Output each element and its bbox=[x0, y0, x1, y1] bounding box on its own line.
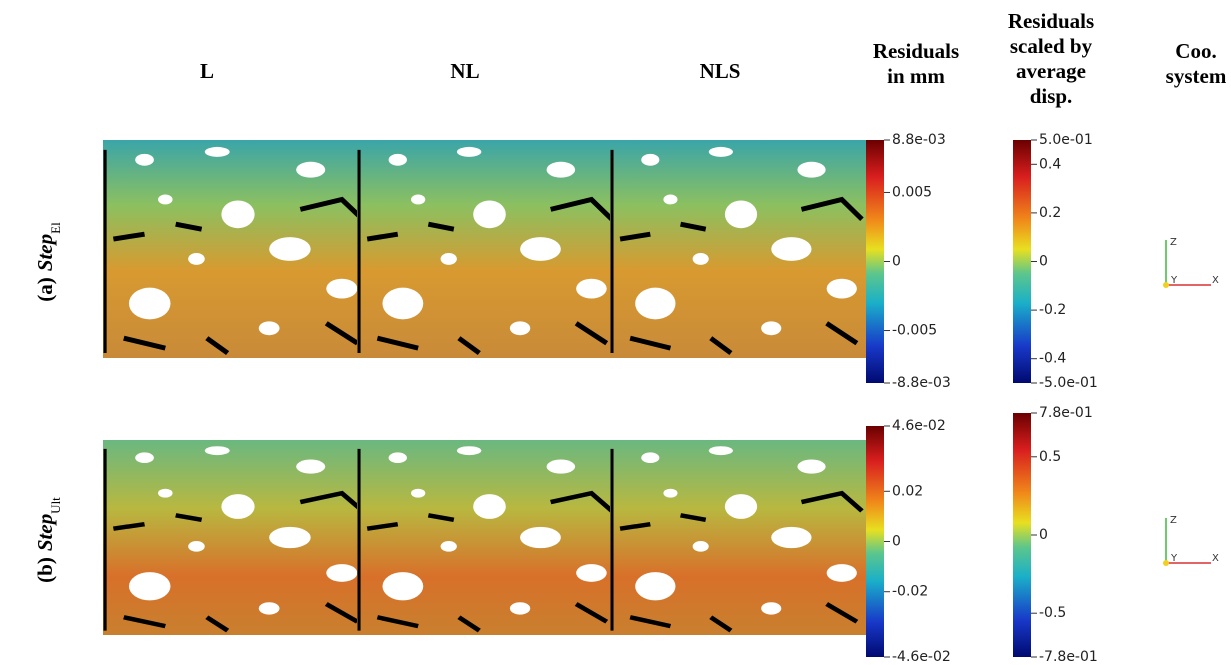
row-subscript: Ult bbox=[48, 497, 63, 514]
panels bbox=[103, 140, 872, 635]
row-prefix: (a) bbox=[33, 277, 57, 302]
colorbar-tick-label: 5.0e-01 bbox=[1039, 132, 1093, 148]
axis-label: Z bbox=[1170, 237, 1177, 248]
row-prefix: (b) bbox=[33, 557, 57, 583]
legend-header: Residuals bbox=[1008, 9, 1094, 33]
colorbar-tick-label: -4.6e-02 bbox=[892, 649, 951, 665]
column-header: L bbox=[200, 59, 214, 83]
axis-label: Y bbox=[1170, 275, 1178, 286]
legend-header: Residuals bbox=[873, 39, 959, 63]
colorbar bbox=[1013, 140, 1031, 383]
figure: LNLNLSResidualsin mmResidualsscaled byav… bbox=[0, 0, 1231, 665]
colorbar-tick-label: -0.5 bbox=[1039, 605, 1066, 621]
axis-label: Y bbox=[1170, 553, 1178, 564]
axis-label: X bbox=[1212, 275, 1219, 286]
legend-header: average bbox=[1016, 59, 1086, 83]
colorbar-tick-label: 0.5 bbox=[1039, 449, 1061, 465]
colorbar bbox=[866, 140, 884, 383]
legend-header: in mm bbox=[887, 64, 945, 88]
row-step: Step bbox=[33, 514, 57, 551]
axis-label: Z bbox=[1170, 515, 1177, 526]
colorbar-tick-label: 4.6e-02 bbox=[892, 418, 946, 434]
colorbar-tick-label: 0.4 bbox=[1039, 156, 1061, 172]
colorbar-tick-label: 0.02 bbox=[892, 483, 923, 499]
colorbar-tick-label: 0 bbox=[892, 534, 901, 550]
colorbar-tick-label: 0 bbox=[1039, 254, 1048, 270]
legend-header: system bbox=[1166, 64, 1227, 88]
column-header: NLS bbox=[700, 59, 741, 83]
row-subscript: El bbox=[48, 222, 63, 234]
colorbar-tick-label: -8.8e-03 bbox=[892, 375, 951, 391]
column-header: NL bbox=[450, 59, 479, 83]
axis-origin bbox=[1163, 560, 1169, 566]
colorbar-tick-label: 0 bbox=[892, 254, 901, 270]
colorbar-tick-label: -0.02 bbox=[892, 584, 928, 600]
legend-header: scaled by bbox=[1010, 34, 1093, 58]
legend-header: Coo. bbox=[1175, 39, 1216, 63]
colorbar-tick-label: 8.8e-03 bbox=[892, 132, 946, 148]
colorbar bbox=[1013, 413, 1031, 657]
row-step: Step bbox=[33, 234, 57, 271]
row-label: (b) StepUlt bbox=[33, 497, 63, 583]
colorbar-tick-label: 0.005 bbox=[892, 184, 932, 200]
colorbar-tick-label: 0 bbox=[1039, 527, 1048, 543]
colorbar-tick-label: -7.8e-01 bbox=[1039, 649, 1098, 665]
colorbar bbox=[866, 426, 884, 657]
colorbar-tick-label: 0.2 bbox=[1039, 205, 1061, 221]
colorbar-tick-label: 7.8e-01 bbox=[1039, 405, 1093, 421]
legend-header: disp. bbox=[1030, 84, 1073, 108]
colorbar-tick-label: -5.0e-01 bbox=[1039, 375, 1098, 391]
colorbar-tick-label: -0.005 bbox=[892, 323, 937, 339]
row-label: (a) StepEl bbox=[33, 222, 63, 302]
axis-label: X bbox=[1212, 553, 1219, 564]
colorbar-tick-label: -0.4 bbox=[1039, 351, 1066, 367]
colorbar-tick-label: -0.2 bbox=[1039, 302, 1066, 318]
axis-origin bbox=[1163, 282, 1169, 288]
